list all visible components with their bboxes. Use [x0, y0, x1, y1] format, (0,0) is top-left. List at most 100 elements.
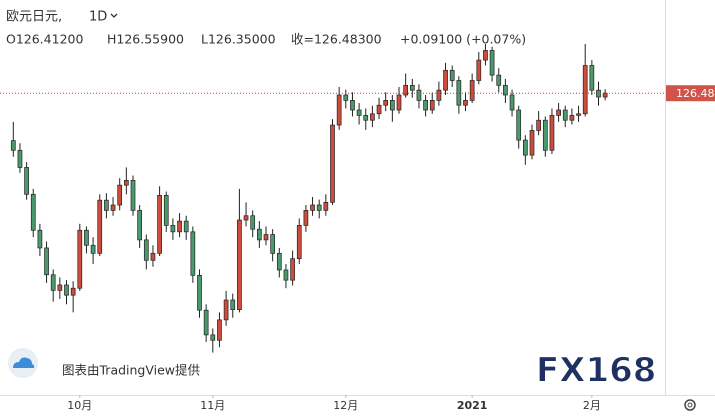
interval[interactable]: 1D [89, 10, 107, 25]
candle-body [104, 199, 109, 211]
candle-body [223, 299, 229, 321]
candle-body [124, 179, 129, 186]
candle-body [549, 115, 555, 151]
candle-body [336, 94, 342, 126]
candle-body [576, 113, 581, 116]
last-price-tag [666, 85, 715, 102]
gear [684, 399, 696, 411]
x-tick-label: 2月 [583, 399, 601, 412]
symbol-title[interactable]: 欧元日元, [6, 10, 62, 25]
candle-body [250, 215, 256, 230]
candle-body [489, 50, 495, 76]
candle-body [343, 94, 349, 101]
candle-body [283, 269, 289, 281]
x-tick-label: 10月 [67, 399, 92, 412]
ohlc-change: +0.09100 (+0.07%) [400, 32, 526, 47]
candle-body [363, 115, 369, 121]
candle-body [509, 94, 515, 111]
candle-body [523, 139, 528, 156]
candle-body [589, 65, 595, 91]
candle-body [429, 100, 435, 111]
candle-body [270, 234, 275, 254]
candle-body [183, 220, 189, 233]
candle-body [383, 100, 389, 106]
candle-body [163, 195, 169, 226]
tradingview-logo[interactable] [8, 348, 38, 378]
candle-body [476, 59, 482, 81]
last-price-label: 126.483 [676, 87, 715, 100]
candle-body [469, 80, 475, 101]
candle-body [117, 184, 123, 206]
interval-dropdown[interactable] [110, 13, 118, 18]
candle-body [436, 89, 442, 101]
candle-body [97, 199, 103, 254]
candle-body [409, 84, 415, 91]
candle-body [37, 229, 43, 249]
candle-body [70, 287, 76, 296]
candle-body [316, 204, 322, 211]
x-tick-label: 11月 [200, 399, 225, 412]
candle-body [77, 229, 83, 289]
candle-body [296, 225, 302, 260]
candle-body [542, 119, 548, 151]
ohlc-low: L126.35000 [201, 32, 276, 47]
candle-body [190, 231, 196, 276]
candle-body [536, 119, 541, 131]
candle-body [130, 179, 136, 211]
candle-body [217, 319, 222, 341]
credit[interactable]: 图表由TradingView提供 [62, 363, 200, 378]
candle-body [323, 201, 329, 211]
candle-body [90, 244, 96, 254]
settings-icon[interactable] [684, 399, 696, 411]
candle-body [157, 195, 162, 254]
candle-body [562, 109, 568, 121]
candle-body [243, 215, 249, 221]
logo-cloud [13, 357, 35, 368]
candle-body [569, 115, 575, 121]
candle-body [330, 124, 335, 203]
candle-body [203, 309, 209, 336]
candles [10, 44, 608, 353]
candle-body [57, 284, 63, 291]
candle-body [496, 74, 502, 86]
candle-body [396, 94, 402, 111]
candle-body [416, 89, 422, 101]
candle-body [50, 274, 56, 291]
x-tick-label: 12月 [333, 399, 358, 412]
candle-body [84, 229, 89, 246]
fx168-logo: FX168 [536, 351, 656, 391]
candle-body [276, 252, 282, 271]
x-tick-label: 2021 [457, 399, 488, 412]
candle-body [290, 258, 295, 281]
candle-body [370, 113, 375, 121]
candle-body [110, 204, 116, 211]
candle-body [556, 109, 561, 116]
candle-body [150, 252, 156, 261]
candle-body [143, 239, 149, 261]
candle-body [257, 228, 262, 241]
candle-body [24, 167, 29, 195]
gear-center [687, 402, 693, 408]
candle-body [529, 130, 535, 156]
candle-body [390, 100, 395, 111]
candle-body [64, 284, 69, 296]
candle-body [463, 100, 468, 106]
candle-body [230, 299, 236, 311]
candle-body [303, 210, 309, 226]
candle-body [263, 234, 269, 241]
candle-body [456, 80, 462, 106]
candle-body [516, 109, 522, 141]
candle-body [237, 219, 242, 311]
candle-body [423, 100, 428, 111]
ohlc-high: H126.55900 [107, 32, 184, 47]
candle-body [197, 274, 202, 311]
candle-body [443, 69, 448, 91]
candle-body [310, 204, 315, 211]
ohlc-close: 收=126.48300 [291, 32, 382, 47]
candle-body [30, 193, 36, 231]
candle-body [582, 65, 588, 115]
candle-body [17, 149, 23, 168]
candle-body [602, 92, 608, 98]
